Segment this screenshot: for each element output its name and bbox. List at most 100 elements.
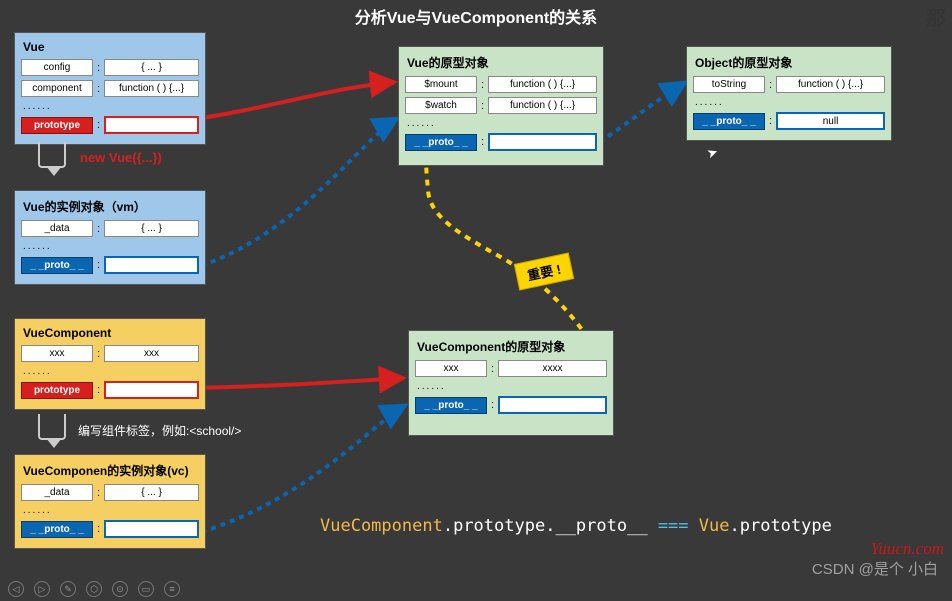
new-vue-label: new Vue({...}) [80, 150, 162, 165]
diagram-canvas: 分析Vue与VueComponent的关系 那 Vue config:{ ... … [0, 0, 952, 601]
proto-key: _ _proto_ _ [21, 257, 93, 274]
property-key: $watch [405, 97, 477, 114]
property-key: _data [21, 484, 93, 501]
property-key: component [21, 80, 93, 97]
property-key: toString [693, 76, 765, 93]
proto-row: prototype: [21, 116, 199, 134]
code-token: prototype [453, 516, 545, 536]
proto-value: null [776, 112, 885, 130]
object-box-vcProto: VueComponent的原型对象 xxx:xxxx...... _ _proto_… [408, 330, 614, 436]
proto-row: _ _proto_ _: [415, 396, 607, 414]
arrow-vm-__proto__ [192, 118, 398, 269]
proto-value [104, 520, 199, 538]
property-row: $mount:function ( ) {...} [405, 76, 597, 93]
proto-key: _ _proto_ _ [693, 113, 765, 130]
property-key: xxx [415, 360, 487, 377]
code-token: __proto__ [555, 516, 647, 536]
write-tag-label: 编写组件标签，例如:<school/> [78, 422, 241, 439]
property-row: config:{ ... } [21, 59, 199, 76]
toolbar-icon[interactable]: ◁ [8, 581, 24, 597]
code-token: . [545, 516, 555, 536]
property-row: xxx:xxx [21, 345, 199, 362]
box-header: VueComponen的实例对象(vc) [21, 461, 199, 480]
toolbar-icon[interactable]: ▷ [34, 581, 50, 597]
arrow-vcClass-proto [195, 378, 404, 388]
proto-row: _ _proto_ _: [405, 133, 597, 151]
arrow-down-icon [38, 414, 66, 440]
important-badge: 重要 ! [514, 252, 574, 290]
proto-row: _ _proto_ _: [21, 520, 199, 538]
property-key: $mount [405, 76, 477, 93]
proto-value [104, 381, 199, 399]
property-value: xxxx [498, 360, 607, 377]
proto-key: _ _proto_ _ [21, 521, 93, 538]
code-token: prototype [740, 516, 832, 536]
ellipsis: ...... [23, 505, 199, 516]
code-token: . [729, 516, 739, 536]
code-equation: VueComponent.prototype.__proto__ === Vue… [320, 516, 832, 536]
proto-key: _ _proto_ _ [415, 397, 487, 414]
toolbar-icon[interactable]: ⊙ [112, 581, 128, 597]
property-key: xxx [21, 345, 93, 362]
box-header: Vue的实例对象（vm） [21, 197, 199, 216]
code-token: Vue [699, 516, 730, 536]
toolbar-icon[interactable]: ▭ [138, 581, 154, 597]
proto-value [488, 133, 597, 151]
arrow-vue-proto [195, 82, 395, 119]
property-key: _data [21, 220, 93, 237]
watermark-top: 那 [926, 2, 946, 31]
proto-row: prototype: [21, 381, 199, 399]
proto-value [104, 256, 199, 274]
proto-row: _ _proto_ _:null [693, 112, 885, 130]
toolbar-icon[interactable]: ✎ [60, 581, 76, 597]
page-title: 分析Vue与VueComponent的关系 [0, 4, 952, 28]
property-value: { ... } [104, 484, 199, 501]
ellipsis: ...... [23, 366, 199, 377]
box-header: Vue [21, 39, 199, 55]
proto-key: _ _proto_ _ [405, 134, 477, 151]
box-header: Object的原型对象 [693, 53, 885, 72]
csdn-watermark: CSDN @是个 小白 [812, 558, 938, 579]
property-value: function ( ) {...} [488, 97, 597, 114]
proto-value [498, 396, 607, 414]
player-toolbar: ◁ ▷ ✎ ⬡ ⊙ ▭ ≡ [0, 577, 188, 601]
toolbar-icon[interactable]: ⬡ [86, 581, 102, 597]
property-row: component:function ( ) {...} [21, 80, 199, 97]
property-row: toString:function ( ) {...} [693, 76, 885, 93]
ellipsis: ...... [407, 118, 597, 129]
property-value: function ( ) {...} [488, 76, 597, 93]
property-key: config [21, 59, 93, 76]
ellipsis: ...... [695, 97, 885, 108]
ellipsis: ...... [23, 101, 199, 112]
property-value: xxx [104, 345, 199, 362]
proto-value [104, 116, 199, 134]
proto-key: prototype [21, 117, 93, 134]
property-row: _data:{ ... } [21, 220, 199, 237]
ellipsis: ...... [23, 241, 199, 252]
property-row: xxx:xxxx [415, 360, 607, 377]
object-box-objProto: Object的原型对象 toString:function ( ) {...}..… [686, 46, 892, 141]
object-box-vcClass: VueComponent xxx:xxx...... prototype: [14, 318, 206, 410]
code-token: . [443, 516, 453, 536]
code-token: === [648, 516, 699, 536]
box-header: VueComponent的原型对象 [415, 337, 607, 356]
box-header: Vue的原型对象 [405, 53, 597, 72]
object-box-vc: VueComponen的实例对象(vc) _data:{ ... }...... _… [14, 454, 206, 549]
property-value: { ... } [104, 220, 199, 237]
toolbar-icon[interactable]: ≡ [164, 581, 180, 597]
proto-key: prototype [21, 382, 93, 399]
object-box-vm: Vue的实例对象（vm） _data:{ ... }...... _ _proto_… [14, 190, 206, 285]
arrow-down-icon [38, 142, 66, 168]
property-row: $watch:function ( ) {...} [405, 97, 597, 114]
box-header: VueComponent [21, 325, 199, 341]
code-token: VueComponent [320, 516, 443, 536]
yuucn-watermark: Yuucn.com [870, 539, 944, 559]
object-box-vue: Vue config:{ ... } component:function ( ) … [14, 32, 206, 145]
object-box-vueProto: Vue的原型对象 $mount:function ( ) {...} $watch:… [398, 46, 604, 166]
property-value: function ( ) {...} [104, 80, 199, 97]
proto-row: _ _proto_ _: [21, 256, 199, 274]
ellipsis: ...... [417, 381, 607, 392]
property-value: function ( ) {...} [776, 76, 885, 93]
property-row: _data:{ ... } [21, 484, 199, 501]
cursor-icon: ➤ [705, 144, 721, 163]
